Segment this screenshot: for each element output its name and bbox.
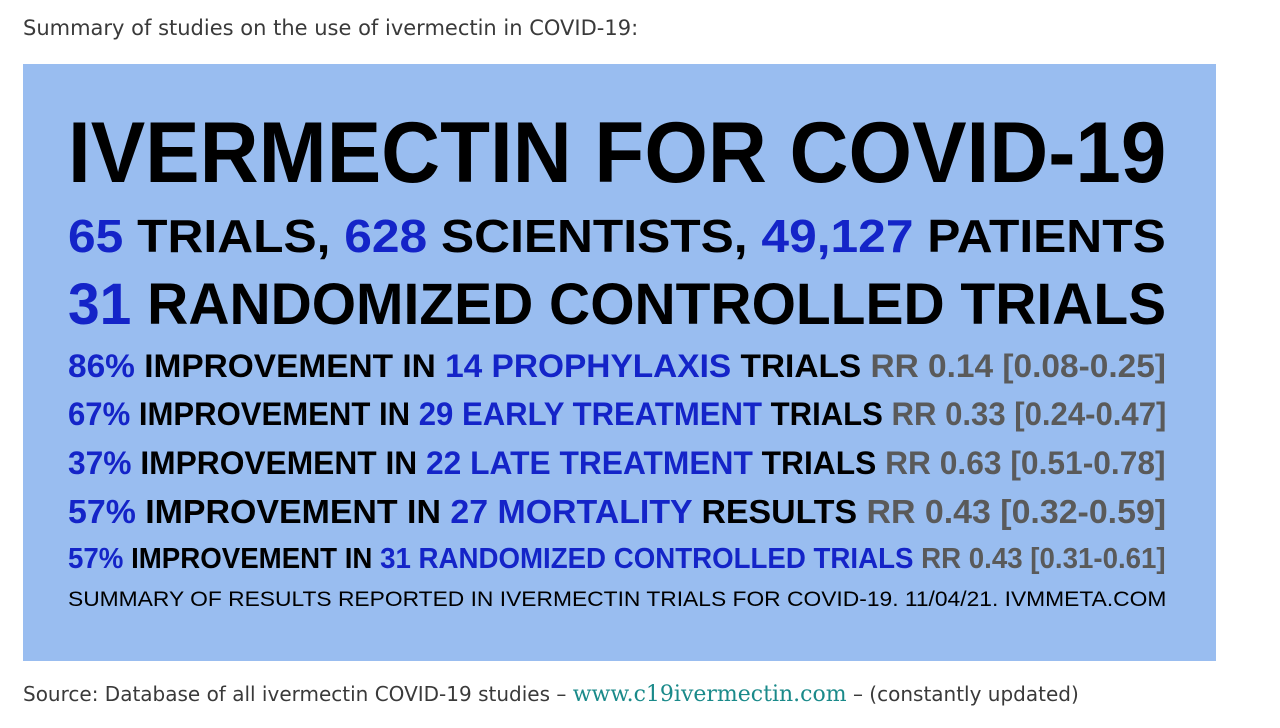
stat-rr: RR 0.43 [0.31-0.61] xyxy=(921,543,1166,575)
source-prefix: Source: Database of all ivermectin COVID… xyxy=(23,682,573,706)
trials-summary-line: 65 TRIALS, 628 SCIENTISTS, 49,127 PATIEN… xyxy=(68,209,1166,263)
stat-group: 29 EARLY TREATMENT xyxy=(418,396,762,432)
stat-percent: 67% xyxy=(68,396,131,432)
stat-percent: 86% xyxy=(68,348,135,384)
source-line: Source: Database of all ivermectin COVID… xyxy=(23,682,1079,707)
rct-summary-line: 31 RANDOMIZED CONTROLLED TRIALS xyxy=(68,271,1166,338)
stat-group: 14 PROPHYLAXIS xyxy=(445,348,732,384)
trials-label: TRIALS, xyxy=(123,210,345,262)
stat-rr: RR 0.63 [0.51-0.78] xyxy=(885,445,1166,481)
scientists-label: SCIENTISTS, xyxy=(427,210,762,262)
stat-percent: 57% xyxy=(68,493,136,530)
stat-row: 57% IMPROVEMENT IN 27 MORTALITY RESULTS … xyxy=(68,493,1166,531)
stat-text: IMPROVEMENT IN xyxy=(135,493,451,530)
rct-label: RANDOMIZED CONTROLLED TRIALS xyxy=(131,272,1167,337)
stat-row: 86% IMPROVEMENT IN 14 PROPHYLAXIS TRIALS… xyxy=(68,348,1166,385)
stat-text: IMPROVEMENT IN xyxy=(134,348,446,384)
stat-suffix: TRIALS xyxy=(731,348,871,384)
scientists-count: 628 xyxy=(344,210,428,262)
stat-row: 67% IMPROVEMENT IN 29 EARLY TREATMENT TR… xyxy=(68,396,1166,433)
stat-suffix: TRIALS xyxy=(761,396,892,432)
stat-text: IMPROVEMENT IN xyxy=(131,445,427,481)
source-suffix: – (constantly updated) xyxy=(846,682,1079,706)
patients-label: PATIENTS xyxy=(913,210,1166,262)
patients-count: 49,127 xyxy=(761,210,914,262)
stat-rr: RR 0.43 [0.32-0.59] xyxy=(866,493,1167,530)
stat-percent: 37% xyxy=(68,445,132,481)
stat-text: IMPROVEMENT IN xyxy=(130,396,419,432)
stat-rr: RR 0.33 [0.24-0.47] xyxy=(891,396,1167,432)
stat-row: 37% IMPROVEMENT IN 22 LATE TREATMENT TRI… xyxy=(68,445,1166,482)
rct-count: 31 xyxy=(68,272,132,337)
stat-text: IMPROVEMENT IN xyxy=(123,543,381,575)
intro-text: Summary of studies on the use of ivermec… xyxy=(23,16,639,40)
stat-rr: RR 0.14 [0.08-0.25] xyxy=(870,348,1166,384)
source-link[interactable]: www.c19ivermectin.com xyxy=(572,682,847,707)
summary-infographic: IVERMECTIN FOR COVID-19 65 TRIALS, 628 S… xyxy=(23,64,1216,661)
stat-suffix: RESULTS xyxy=(692,493,867,530)
trials-count: 65 xyxy=(68,210,124,262)
stat-percent: 57% xyxy=(68,543,124,575)
stat-suffix: TRIALS xyxy=(752,445,886,481)
headline: IVERMECTIN FOR COVID-19 xyxy=(68,105,1167,201)
infographic-footer: SUMMARY OF RESULTS REPORTED IN IVERMECTI… xyxy=(68,588,1167,611)
stat-group: 22 LATE TREATMENT xyxy=(426,445,753,481)
stat-row: 57% IMPROVEMENT IN 31 RANDOMIZED CONTROL… xyxy=(68,543,1166,576)
stat-group: 27 MORTALITY xyxy=(450,493,693,530)
stat-group: 31 RANDOMIZED CONTROLLED TRIALS xyxy=(380,543,914,575)
